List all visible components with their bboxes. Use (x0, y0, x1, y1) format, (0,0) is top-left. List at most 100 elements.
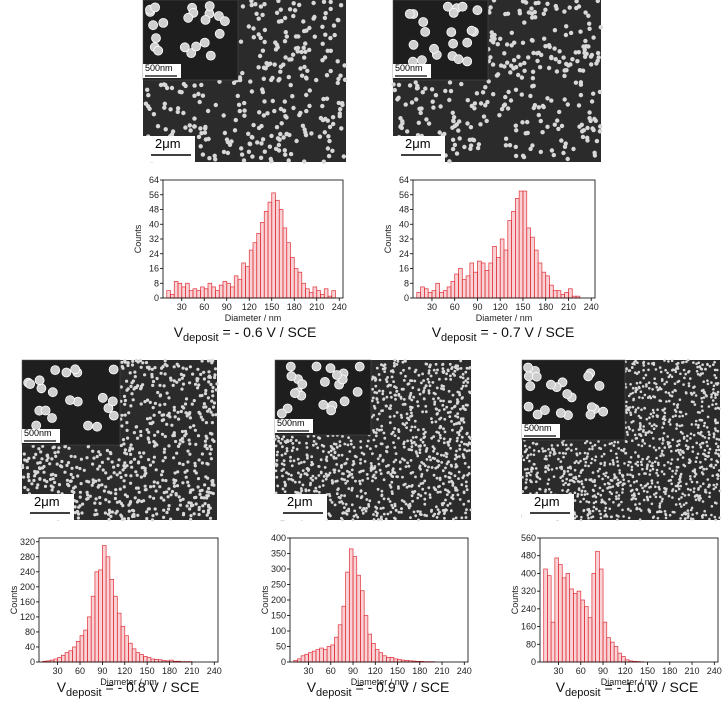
bar (504, 250, 508, 298)
particle (643, 442, 646, 445)
particle (247, 150, 251, 154)
particle (435, 420, 438, 423)
particle (402, 403, 405, 406)
particle (587, 110, 591, 114)
bar (534, 250, 538, 298)
particle (454, 466, 457, 469)
particle (419, 393, 422, 396)
particle (198, 100, 202, 104)
particle (541, 447, 544, 450)
inset-particle (319, 400, 328, 409)
particle (277, 437, 280, 440)
particle (663, 432, 666, 435)
y-tick-label: 250 (271, 580, 286, 590)
particle (651, 462, 654, 465)
particle (287, 478, 290, 481)
particle (410, 472, 413, 475)
particle (535, 443, 538, 446)
inset-particle (563, 390, 572, 399)
inset-particle (290, 389, 299, 398)
particle (99, 502, 102, 505)
particle (685, 512, 688, 515)
particle (531, 76, 535, 80)
bar (512, 211, 516, 298)
y-tick-label: 200 (20, 582, 35, 592)
particle (373, 391, 376, 394)
y-tick-label: 200 (271, 595, 286, 605)
particle (131, 363, 134, 366)
particle (707, 486, 710, 489)
bar (320, 648, 324, 662)
particle (681, 415, 684, 418)
particle (530, 15, 534, 19)
particle (281, 462, 284, 465)
particle (430, 509, 433, 512)
particle (51, 473, 54, 476)
particle (649, 486, 652, 489)
particle (545, 125, 549, 129)
particle (701, 419, 704, 422)
particle (632, 475, 635, 478)
particle (430, 417, 433, 420)
particle (409, 516, 412, 519)
particle (298, 441, 301, 444)
particle (661, 442, 664, 445)
bar (542, 272, 546, 298)
particle (283, 55, 287, 59)
particle (410, 412, 413, 415)
particle (689, 437, 692, 440)
plot-frame (290, 538, 468, 662)
particle (409, 429, 412, 432)
particle (365, 498, 368, 501)
particle (466, 98, 470, 102)
particle (23, 486, 26, 489)
particle (375, 445, 378, 448)
particle (503, 12, 507, 16)
particle (342, 472, 345, 475)
particle (374, 379, 377, 382)
particle (682, 456, 685, 459)
particle (288, 7, 292, 11)
particle (251, 26, 255, 30)
particle (584, 464, 587, 467)
particle (205, 435, 208, 438)
particle (590, 462, 593, 465)
particle (598, 510, 601, 513)
bar (566, 573, 570, 662)
bar (91, 596, 95, 662)
particle (717, 475, 720, 478)
particle (526, 131, 530, 135)
particle (636, 461, 639, 464)
particle (616, 483, 619, 486)
particle (464, 512, 467, 515)
particle (408, 382, 411, 385)
particle (207, 376, 210, 379)
particle (185, 367, 188, 370)
particle (297, 472, 300, 475)
bar (208, 283, 212, 298)
particle (583, 39, 587, 43)
particle (36, 471, 39, 474)
particle (631, 469, 634, 472)
particle (439, 399, 442, 402)
particle (199, 131, 203, 135)
particle (561, 480, 564, 483)
particle (669, 423, 672, 426)
particle (664, 412, 667, 415)
particle (592, 515, 595, 518)
particle (121, 367, 124, 370)
particle (155, 468, 158, 471)
particle (133, 458, 136, 461)
particle (590, 99, 594, 103)
particle (325, 73, 329, 77)
particle (189, 426, 192, 429)
particle (693, 491, 696, 494)
particle (433, 474, 436, 477)
particle (21, 466, 24, 469)
bar (287, 243, 291, 298)
bar (607, 638, 611, 662)
particle (675, 485, 678, 488)
particle (617, 479, 620, 482)
particle (548, 478, 551, 481)
bar (551, 622, 555, 662)
